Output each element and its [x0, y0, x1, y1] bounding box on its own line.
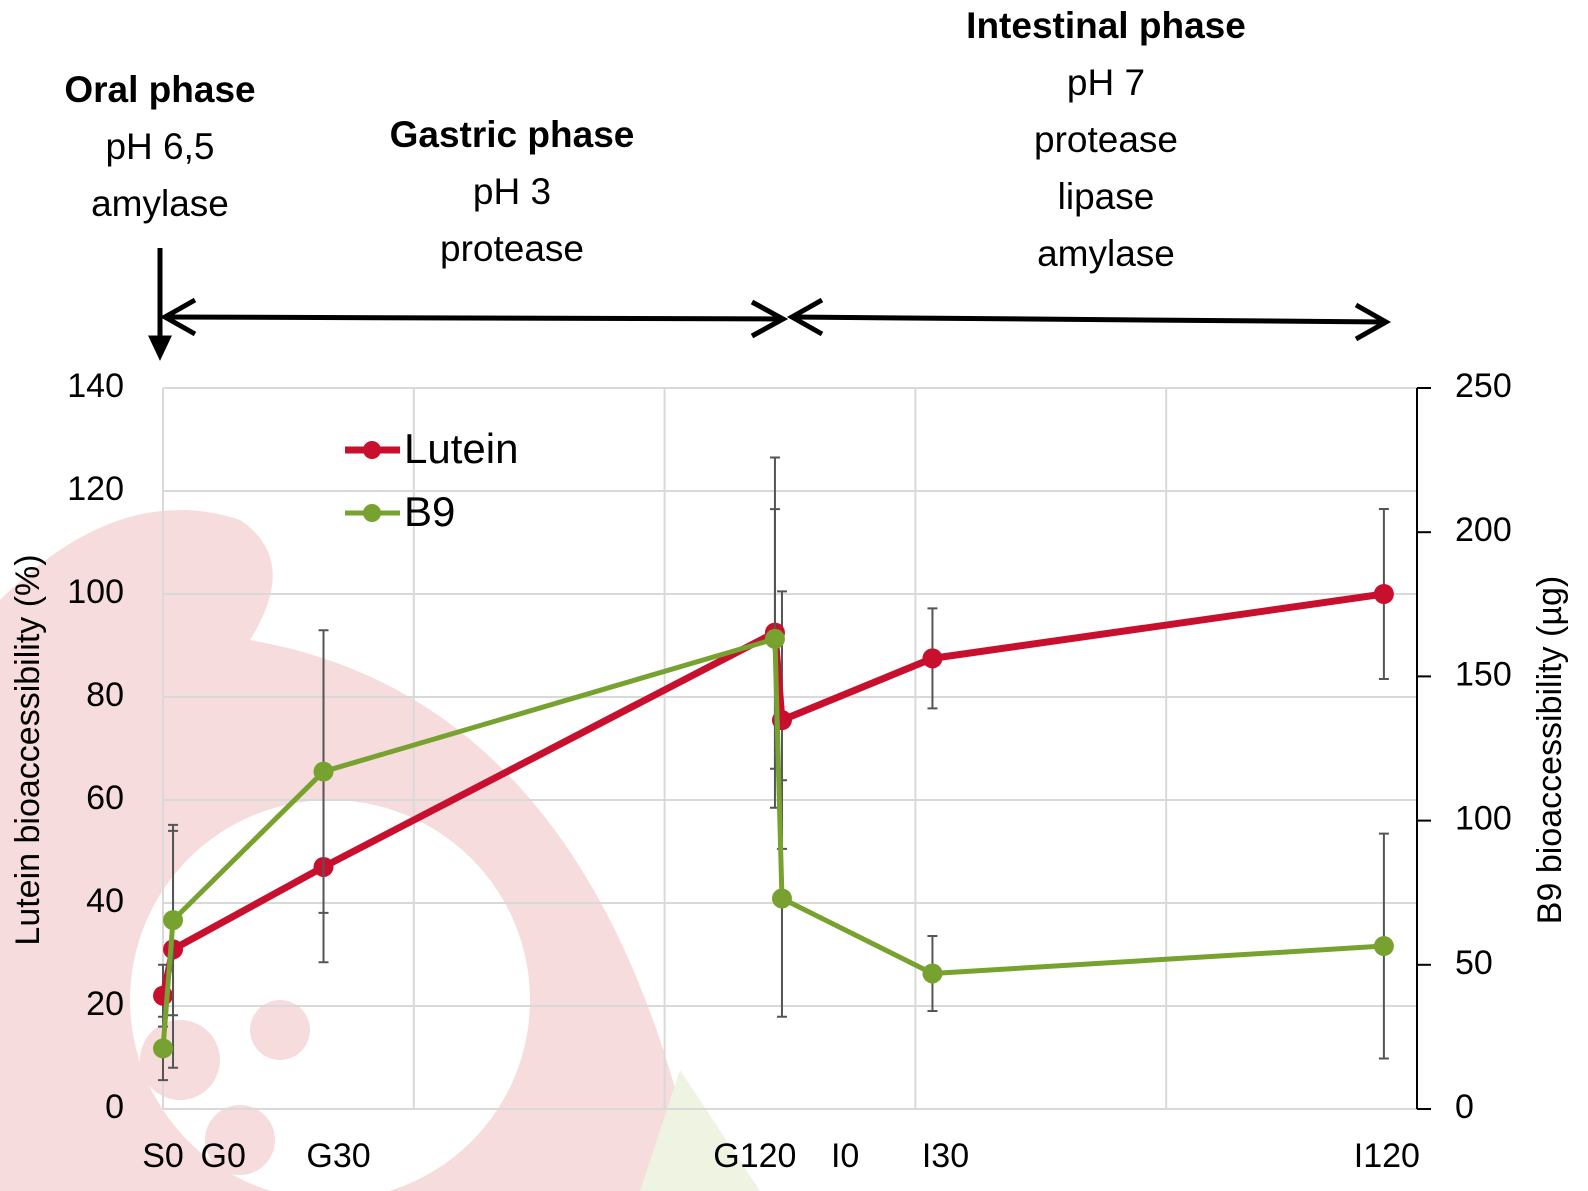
x-tick-label: I120 [1354, 1137, 1420, 1175]
x-tick-label: I0 [831, 1137, 859, 1175]
annotation-title: Oral phase [64, 69, 255, 110]
x-tick-label: G0 [201, 1137, 246, 1175]
y-tick-label: 140 [67, 367, 124, 405]
legend-marker [363, 504, 381, 522]
y-tick-label: 60 [86, 779, 124, 817]
y-tick-label: 100 [67, 573, 124, 611]
y2-tick-label: 250 [1455, 367, 1512, 405]
point [771, 888, 792, 909]
x-tick-label: I30 [922, 1137, 969, 1175]
point [153, 1038, 173, 1059]
annotation-line: pH 6,5 [105, 126, 214, 167]
point [764, 628, 785, 649]
point [1373, 584, 1394, 604]
y-tick-label: 120 [67, 470, 124, 508]
annotation-line: pH 7 [1067, 62, 1145, 103]
y-tick-label: 40 [86, 882, 124, 920]
arrows [148, 248, 1392, 361]
point [1373, 936, 1394, 957]
y-tick-label: 20 [86, 985, 124, 1023]
point [922, 963, 943, 984]
annotation-title: Gastric phase [390, 114, 635, 155]
annotation-line: amylase [91, 183, 229, 224]
y2-axis-label: B9 bioaccessibility (µg) [1531, 576, 1569, 924]
annotation-line: protease [1034, 119, 1178, 160]
annotation-line: protease [440, 228, 584, 269]
x-tick-label: G30 [306, 1137, 370, 1175]
annotation-line: lipase [1058, 176, 1155, 217]
y2-tick-label: 0 [1455, 1088, 1474, 1126]
point [922, 648, 943, 669]
y2-tick-label: 50 [1455, 944, 1493, 982]
annotation-title: Intestinal phase [966, 5, 1246, 46]
point [163, 910, 184, 931]
legend-marker [363, 441, 381, 459]
x-tick-label: G120 [713, 1137, 796, 1175]
annotation-line: pH 3 [473, 171, 551, 212]
y2-tick-label: 150 [1455, 655, 1512, 693]
legend-label: Lutein [404, 425, 518, 472]
y2-tick-label: 200 [1455, 511, 1512, 549]
x-tick-label: S0 [142, 1137, 184, 1175]
y-tick-label: 0 [105, 1088, 124, 1126]
annotation-line: amylase [1037, 233, 1175, 274]
point [313, 761, 334, 782]
legend-label: B9 [404, 488, 455, 535]
y2-tick-label: 100 [1455, 800, 1512, 838]
y-tick-label: 80 [86, 676, 124, 714]
y-axis-label: Lutein bioaccessibility (%) [9, 554, 47, 945]
